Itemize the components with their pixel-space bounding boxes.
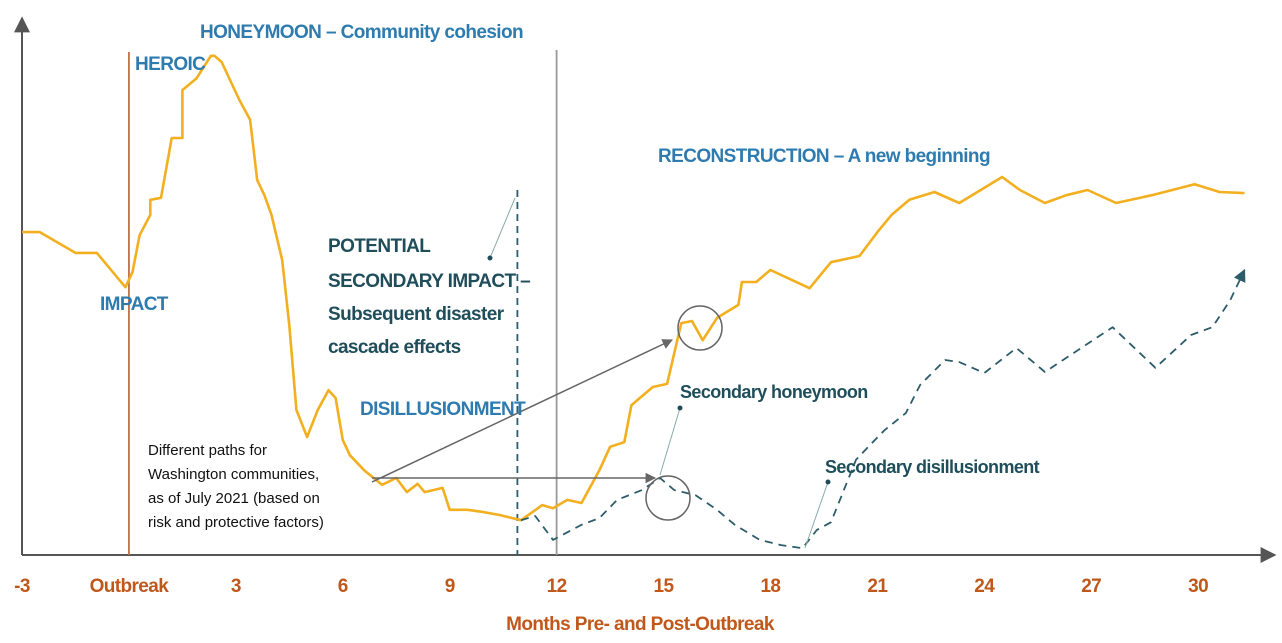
annotation: Secondary disillusionment bbox=[825, 457, 1040, 477]
annotation: DISILLUSIONMENT bbox=[360, 399, 526, 420]
annotation: Different paths for bbox=[148, 442, 267, 459]
annotation: Secondary honeymoon bbox=[680, 382, 868, 402]
x-tick-label: 12 bbox=[547, 576, 567, 597]
annotation: Washington communities, bbox=[148, 466, 319, 483]
annotation: risk and protective factors) bbox=[148, 514, 324, 531]
line bbox=[22, 54, 1245, 522]
annotation: HONEYMOON – Community cohesion bbox=[200, 22, 523, 43]
callouts bbox=[371, 197, 831, 549]
annotation: IMPACT bbox=[100, 294, 169, 315]
annotation: as of July 2021 (based on bbox=[148, 490, 320, 507]
annotation: SECONDARY IMPACT – bbox=[328, 271, 530, 292]
x-tick-label: -3 bbox=[14, 576, 30, 597]
annotation: RECONSTRUCTION – A new beginning bbox=[658, 146, 990, 167]
x-tick-label: 30 bbox=[1188, 576, 1208, 597]
leader-dot bbox=[677, 405, 683, 411]
x-tick-label: Outbreak bbox=[90, 576, 170, 597]
highlight-circle bbox=[677, 305, 723, 351]
x-tick-label: 24 bbox=[974, 576, 995, 597]
leader-line bbox=[659, 407, 681, 476]
leader-dot bbox=[487, 255, 493, 261]
line bbox=[520, 268, 1246, 550]
x-tick-label: 18 bbox=[760, 576, 780, 597]
x-tick-label: 6 bbox=[338, 576, 348, 597]
x-tick-label: 27 bbox=[1081, 576, 1101, 597]
annotation: POTENTIAL bbox=[328, 236, 431, 257]
x-tick-label: 3 bbox=[231, 576, 241, 597]
x-tick-label: 21 bbox=[867, 576, 888, 597]
highlight-circle bbox=[645, 475, 691, 521]
callout-arrow bbox=[371, 339, 673, 483]
leader-line bbox=[489, 197, 516, 259]
x-tick-label: 15 bbox=[654, 576, 675, 597]
x-tick-label: 9 bbox=[445, 576, 455, 597]
annotation: cascade effects bbox=[328, 337, 461, 358]
leader-line bbox=[804, 481, 829, 549]
annotation: HEROIC bbox=[135, 54, 206, 75]
x-axis-label: Months Pre- and Post-Outbreak bbox=[506, 614, 775, 635]
annotation: Subsequent disaster bbox=[328, 304, 505, 325]
leader-dot bbox=[825, 479, 831, 485]
